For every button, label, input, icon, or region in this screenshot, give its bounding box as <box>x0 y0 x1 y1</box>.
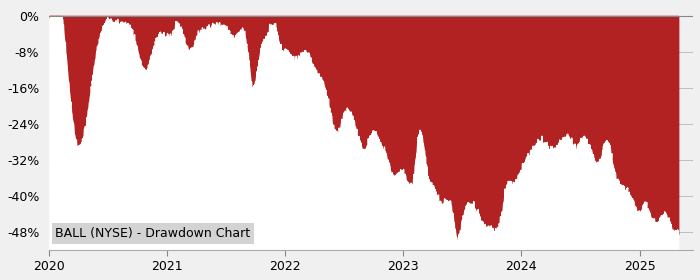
Text: BALL (NYSE) - Drawdown Chart: BALL (NYSE) - Drawdown Chart <box>55 227 251 240</box>
